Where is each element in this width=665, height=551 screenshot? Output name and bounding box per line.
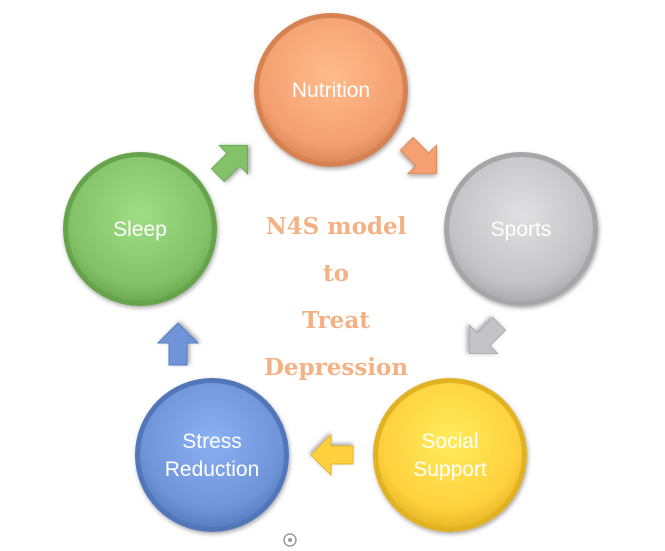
node-sports: Sports	[444, 152, 598, 306]
node-sleep-circle	[68, 157, 212, 301]
node-social-support-label: Social	[421, 430, 478, 453]
node-social-support-circle	[378, 383, 522, 527]
title-line-1: N4S model	[266, 213, 407, 240]
node-stress-reduction-label: Stress	[182, 430, 242, 453]
node-stress-reduction-circle	[140, 383, 284, 527]
arrow-shape	[210, 144, 249, 183]
arrow-nutrition-to-sports	[399, 136, 438, 175]
node-social-support-label: Support	[413, 458, 487, 481]
node-sports-label: Sports	[491, 218, 552, 241]
bottom-handle-icon	[283, 533, 297, 547]
arrow-shape	[156, 322, 200, 366]
arrow-sports-to-social-support	[468, 316, 507, 355]
title-line-4: Depression	[264, 354, 408, 381]
nodes-layer: Nutrition Sports Social Support Stress Reduct…	[63, 13, 598, 532]
arrow-social-support-to-stress-reduction	[310, 433, 354, 477]
arrow-shape	[399, 136, 438, 175]
node-stress-reduction-label: Reduction	[165, 458, 260, 481]
node-nutrition-label: Nutrition	[292, 79, 370, 102]
arrow-sleep-to-nutrition	[210, 144, 249, 183]
title-line-2: to	[323, 260, 349, 287]
node-sleep: Sleep	[63, 152, 217, 306]
node-nutrition: Nutrition	[254, 13, 408, 167]
node-sleep-label: Sleep	[113, 218, 167, 241]
arrow-stress-reduction-to-sleep	[156, 322, 200, 366]
node-sports-circle	[449, 157, 593, 301]
center-title: N4S model to Treat Depression	[264, 213, 408, 381]
node-stress-reduction: Stress Reduction	[135, 378, 289, 532]
arrow-shape	[468, 316, 507, 355]
arrows-layer	[156, 136, 507, 477]
node-social-support: Social Support	[373, 378, 527, 532]
arrow-shape	[310, 433, 354, 477]
node-nutrition-circle	[259, 18, 403, 162]
title-line-3: Treat	[302, 307, 370, 334]
